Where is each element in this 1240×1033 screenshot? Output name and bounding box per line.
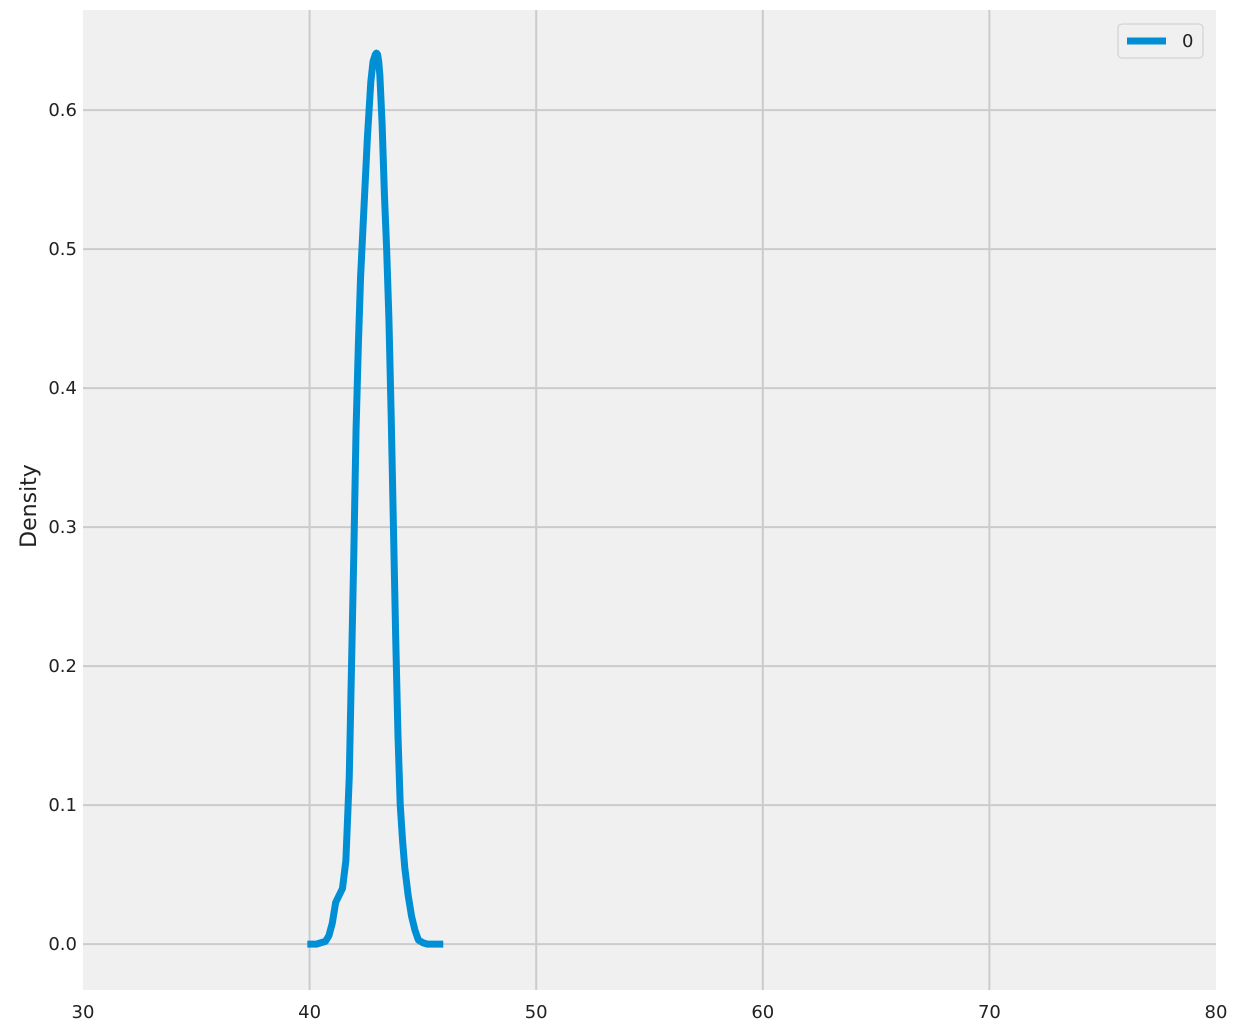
y-tick-label: 0.0 (48, 934, 77, 955)
plot-background (83, 10, 1216, 990)
x-tick-label: 60 (751, 1002, 774, 1023)
x-tick-label: 80 (1205, 1002, 1228, 1023)
y-tick-label: 0.6 (48, 100, 77, 121)
series-lines (307, 49, 444, 948)
grid-lines (83, 10, 1216, 990)
x-tick-label: 70 (978, 1002, 1001, 1023)
y-tick-label: 0.5 (48, 239, 77, 260)
y-tick-label: 0.3 (48, 517, 77, 538)
y-axis-label: Density (17, 464, 42, 548)
y-tick-label: 0.1 (48, 795, 77, 816)
x-tick-label: 50 (525, 1002, 548, 1023)
legend: 0 (1117, 23, 1204, 59)
x-tick-label: 30 (72, 1002, 95, 1023)
y-tick-label: 0.2 (48, 656, 77, 677)
y-tick-labels: 0.0 0.1 0.2 0.3 0.4 0.5 0.6 (48, 100, 77, 955)
y-tick-label: 0.4 (48, 378, 77, 399)
x-tick-label: 40 (298, 1002, 321, 1023)
legend-label: 0 (1182, 31, 1193, 52)
x-tick-labels: 30 40 50 60 70 80 (72, 1002, 1228, 1023)
series-line (307, 49, 444, 948)
